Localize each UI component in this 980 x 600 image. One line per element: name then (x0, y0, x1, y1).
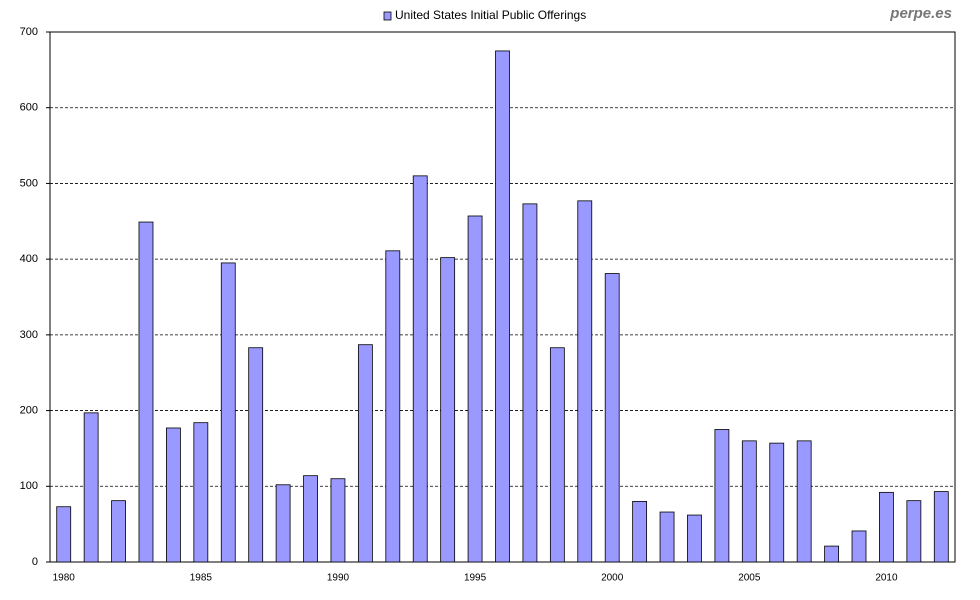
y-tick-label: 0 (32, 556, 38, 568)
x-tick-label: 1980 (53, 573, 76, 584)
bar (467, 215, 483, 563)
y-tick-label: 700 (20, 26, 38, 38)
bar (879, 491, 894, 563)
bar (796, 440, 812, 563)
y-tick-label: 100 (20, 480, 38, 492)
legend-swatch (383, 11, 392, 21)
bar (824, 545, 839, 563)
x-tick-label: 1985 (190, 573, 213, 584)
x-tick-label: 1995 (464, 573, 487, 584)
bar (632, 501, 648, 563)
bar (220, 262, 236, 563)
bar (330, 478, 346, 563)
x-tick-label: 2000 (601, 573, 624, 584)
bar (741, 440, 757, 563)
y-tick-label: 300 (20, 329, 38, 341)
legend-label: United States Initial Public Offerings (395, 8, 586, 22)
x-tick-label: 2005 (738, 573, 761, 584)
bar (412, 175, 428, 563)
x-tick-label: 2010 (875, 573, 898, 584)
bar (275, 484, 291, 563)
bar (906, 500, 922, 563)
bar (687, 514, 702, 563)
watermark: perpe.es (889, 5, 952, 22)
bar (138, 221, 154, 563)
bar (357, 344, 373, 563)
bar (604, 273, 620, 563)
bar (549, 347, 565, 563)
bar (166, 427, 181, 563)
y-tick-label: 600 (20, 102, 38, 114)
bar (851, 530, 867, 563)
y-tick-label: 400 (20, 253, 38, 265)
bar (577, 200, 593, 563)
x-tick-label: 1990 (327, 573, 350, 584)
bar (659, 511, 675, 563)
bar (495, 50, 510, 563)
bar (111, 500, 126, 563)
bar (933, 491, 949, 563)
y-tick-label: 500 (20, 177, 38, 189)
bar (83, 412, 99, 563)
bar (769, 442, 785, 563)
bar (440, 257, 456, 563)
bar (385, 250, 401, 563)
y-tick-label: 200 (20, 404, 38, 416)
bar (248, 347, 264, 563)
bar (522, 203, 538, 563)
bar (193, 422, 209, 563)
bar (714, 429, 730, 563)
bar (303, 475, 318, 563)
bar (56, 506, 72, 563)
